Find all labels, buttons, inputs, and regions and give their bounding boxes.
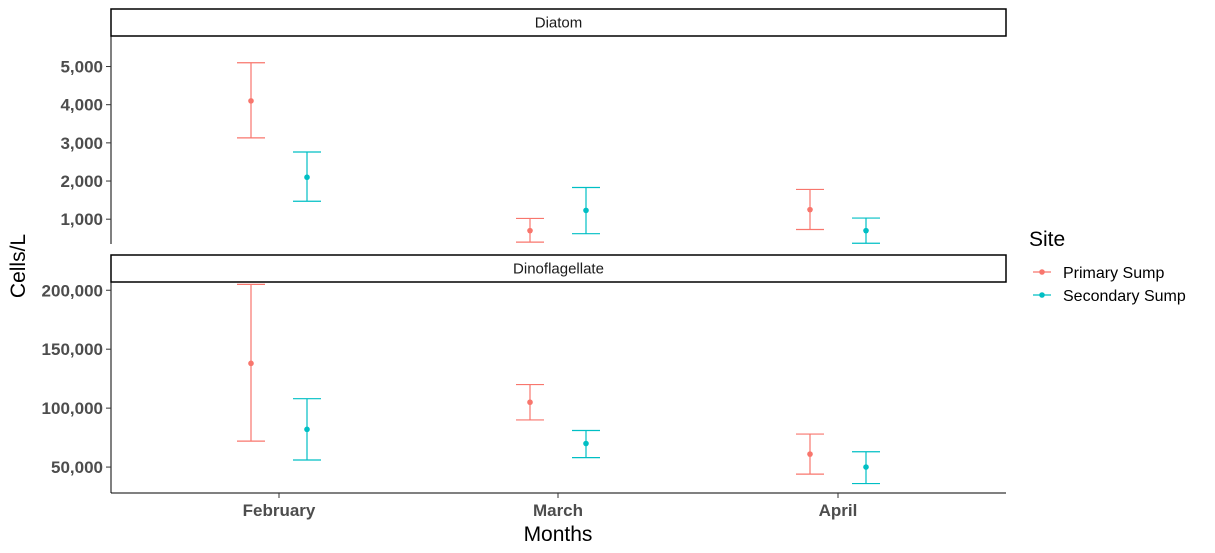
errorbar-primary-sump-march	[516, 217, 544, 243]
legend-label: Secondary Sump	[1063, 288, 1186, 305]
y-tick-label: 200,000	[42, 281, 103, 300]
y-tick-label: 2,000	[60, 172, 103, 191]
y-axis-title: Cells/L	[7, 234, 30, 298]
panel-dinoflagellate: Dinoflagellate 50,000 100,000 150,000 200,00…	[42, 254, 1007, 493]
facet-strip-label: Diatom	[535, 15, 583, 32]
errorbar-secondary-sump-february	[293, 151, 321, 202]
legend-entry-primary-sump: Primary Sump	[1033, 265, 1164, 282]
mean-point	[248, 360, 254, 367]
errorbar-secondary-sump-february	[293, 398, 321, 461]
facet-strip	[110, 8, 1007, 37]
errorbar-secondary-sump-march	[572, 429, 600, 459]
y-tick-label: 1,000	[60, 210, 103, 229]
errorbar-primary-sump-april	[796, 433, 824, 475]
panel-diatom: Diatom 1,000 2,000 3,000 4,000 5,000	[60, 8, 1007, 244]
errorbar-secondary-sump-april	[852, 217, 880, 244]
y-tick-label: 5,000	[60, 58, 103, 77]
legend-title: Site	[1029, 228, 1065, 251]
y-tick-label: 50,000	[51, 458, 103, 477]
errorbar-secondary-sump-april	[852, 451, 880, 485]
mean-point	[583, 440, 589, 447]
x-tick-label: April	[819, 501, 858, 520]
mean-point	[863, 227, 869, 234]
errorbar-primary-sump-april	[796, 188, 824, 231]
mean-point	[807, 451, 813, 457]
errorbar-primary-sump-february	[237, 62, 265, 139]
mean-point	[863, 464, 869, 470]
y-tick-label: 3,000	[60, 134, 103, 153]
errorbar-secondary-sump-march	[572, 186, 600, 235]
mean-point	[304, 426, 310, 433]
x-tick-label: March	[533, 501, 583, 520]
legend-key-point	[1039, 269, 1045, 275]
errorbar-primary-sump-february	[237, 283, 265, 442]
facet-strip-label: Dinoflagellate	[513, 261, 604, 278]
y-tick-label: 150,000	[42, 340, 103, 359]
x-tick-label: February	[243, 501, 316, 520]
mean-point	[304, 174, 310, 181]
legend-key-point	[1039, 292, 1045, 298]
mean-point	[807, 206, 813, 213]
mean-point	[527, 227, 533, 234]
facet-strip	[110, 254, 1007, 283]
mean-point	[248, 98, 254, 104]
legend: Site Primary Sump Secondary Sump	[1029, 228, 1186, 305]
mean-point	[583, 207, 589, 214]
y-tick-label: 4,000	[60, 96, 103, 115]
x-axis-title: Months	[524, 523, 593, 546]
y-tick-label: 100,000	[42, 399, 103, 418]
legend-entry-secondary-sump: Secondary Sump	[1033, 288, 1186, 305]
mean-point	[527, 399, 533, 406]
legend-label: Primary Sump	[1063, 265, 1164, 282]
errorbar-primary-sump-march	[516, 383, 544, 421]
